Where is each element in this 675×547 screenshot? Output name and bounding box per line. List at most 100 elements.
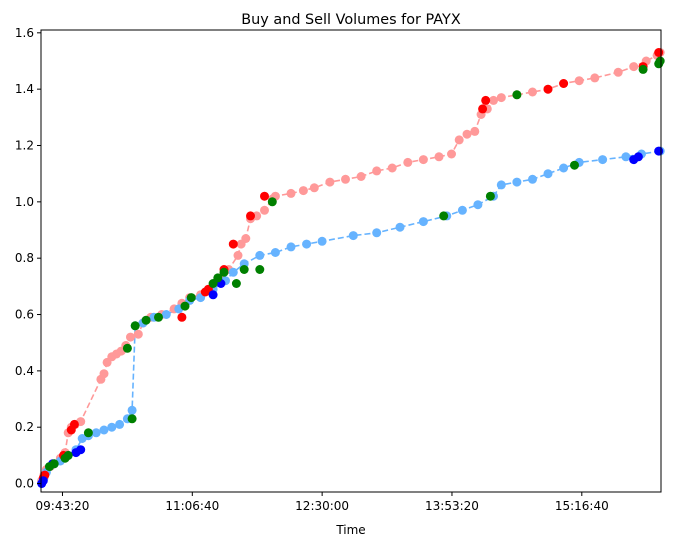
x-axis-label: Time	[335, 523, 365, 537]
highlight-point-2	[439, 211, 449, 221]
series-0-point	[372, 166, 382, 176]
highlight-point-2	[180, 301, 190, 311]
series-0-point	[462, 129, 472, 139]
series-1-point	[107, 422, 117, 432]
series-1-point	[598, 155, 608, 165]
series-1-point	[621, 152, 631, 162]
highlight-point-2	[255, 265, 265, 274]
highlight-point-2	[655, 56, 665, 66]
x-axis: 09:43:20 11:06:40 12:30:00 13:53:20 15:16:40	[36, 492, 609, 513]
series-0-point	[309, 183, 319, 193]
series-0-point	[286, 188, 296, 198]
series-1-point	[228, 267, 238, 277]
highlight-point-2	[231, 279, 241, 288]
series-0-point	[528, 87, 537, 97]
series-0-point	[233, 250, 243, 260]
highlight-point-2	[130, 321, 140, 331]
series-1-point	[270, 248, 280, 257]
x-tick-label: 15:16:40	[555, 499, 609, 513]
series-1-point	[512, 177, 522, 187]
x-tick-label: 13:53:20	[425, 499, 479, 513]
highlight-point-0	[478, 104, 488, 114]
y-tick-label: 1.2	[15, 139, 34, 153]
y-tick-label: 1.4	[15, 82, 34, 96]
series-0-point	[387, 163, 397, 173]
series-0-point	[133, 329, 143, 339]
series-0-point	[496, 93, 506, 103]
series-0-point	[341, 174, 350, 184]
plot-frame	[40, 29, 662, 493]
series-0-point	[126, 332, 135, 342]
y-tick-label: 0.8	[15, 251, 34, 265]
series-1-point	[161, 310, 171, 319]
y-tick-label: 0.2	[15, 420, 34, 434]
series-1-point	[255, 250, 265, 260]
y-tick-label: 0.6	[15, 308, 34, 322]
series-0-point	[434, 152, 444, 162]
x-tick-label: 09:43:20	[36, 499, 90, 513]
x-tick-label: 11:06:40	[165, 499, 219, 513]
series-0-point	[260, 205, 269, 215]
highlight-point-2	[141, 315, 151, 325]
series-0-point	[590, 73, 600, 83]
highlight-point-2	[186, 293, 196, 303]
series-1-point	[127, 405, 137, 415]
highlight-point-2	[570, 160, 579, 170]
highlight-point-0	[228, 239, 238, 249]
highlight-point-2	[122, 343, 132, 353]
x-tick-label: 12:30:00	[295, 499, 349, 513]
series-0-point	[403, 157, 413, 167]
series-1-point	[543, 169, 553, 179]
highlight-point-1	[208, 290, 218, 300]
y-axis: 0.0 0.2 0.4 0.6 0.8 1.0 1.2 1.4 1.6	[15, 26, 41, 491]
highlight-point-0	[481, 95, 491, 105]
highlight-point-1	[76, 445, 86, 455]
series-0-point	[356, 172, 366, 181]
series-0-point	[629, 62, 639, 72]
series-1-point	[473, 200, 483, 210]
highlight-point-2	[63, 450, 73, 460]
series-0-point	[470, 126, 480, 136]
highlight-point-0	[260, 191, 269, 201]
series-0-point	[241, 234, 251, 243]
series-0-point	[574, 76, 584, 86]
series-1-point	[395, 222, 405, 232]
highlight-point-0	[177, 312, 187, 322]
highlight-point-0	[69, 419, 79, 429]
highlight-point-2	[219, 267, 229, 277]
highlight-point-0	[559, 79, 569, 88]
highlight-point-2	[154, 312, 163, 322]
series-1-point	[457, 205, 467, 215]
highlight-point-2	[127, 414, 137, 424]
y-tick-label: 0.4	[15, 364, 34, 378]
series-0-point	[99, 369, 109, 379]
series-0-point	[418, 155, 428, 165]
highlight-point-2	[267, 197, 277, 207]
series-0-point	[489, 95, 498, 105]
series-1-point	[372, 228, 382, 238]
y-tick-label: 0.0	[15, 477, 34, 491]
series-1-point	[302, 239, 312, 249]
y-tick-label: 1.0	[15, 195, 34, 209]
series-1-point	[348, 231, 358, 241]
highlight-markers	[37, 48, 665, 488]
series-0-point	[454, 135, 464, 145]
series-1-point	[286, 242, 296, 252]
highlight-point-0	[654, 48, 664, 57]
highlight-point-2	[49, 459, 59, 469]
highlight-point-2	[239, 265, 249, 274]
series-1-point	[496, 180, 506, 190]
highlight-point-0	[246, 211, 255, 221]
highlight-point-2	[638, 64, 648, 74]
series-0-point	[613, 67, 623, 77]
series-1-point	[559, 163, 569, 173]
chart-title: Buy and Sell Volumes for PAYX	[241, 12, 461, 28]
series-0-point	[252, 211, 262, 221]
series-1-point	[99, 425, 109, 435]
series-1-point	[115, 419, 125, 429]
highlight-point-2	[213, 273, 223, 283]
highlight-point-2	[512, 90, 522, 100]
series-1-point	[91, 428, 101, 438]
series-line-1	[40, 150, 661, 484]
